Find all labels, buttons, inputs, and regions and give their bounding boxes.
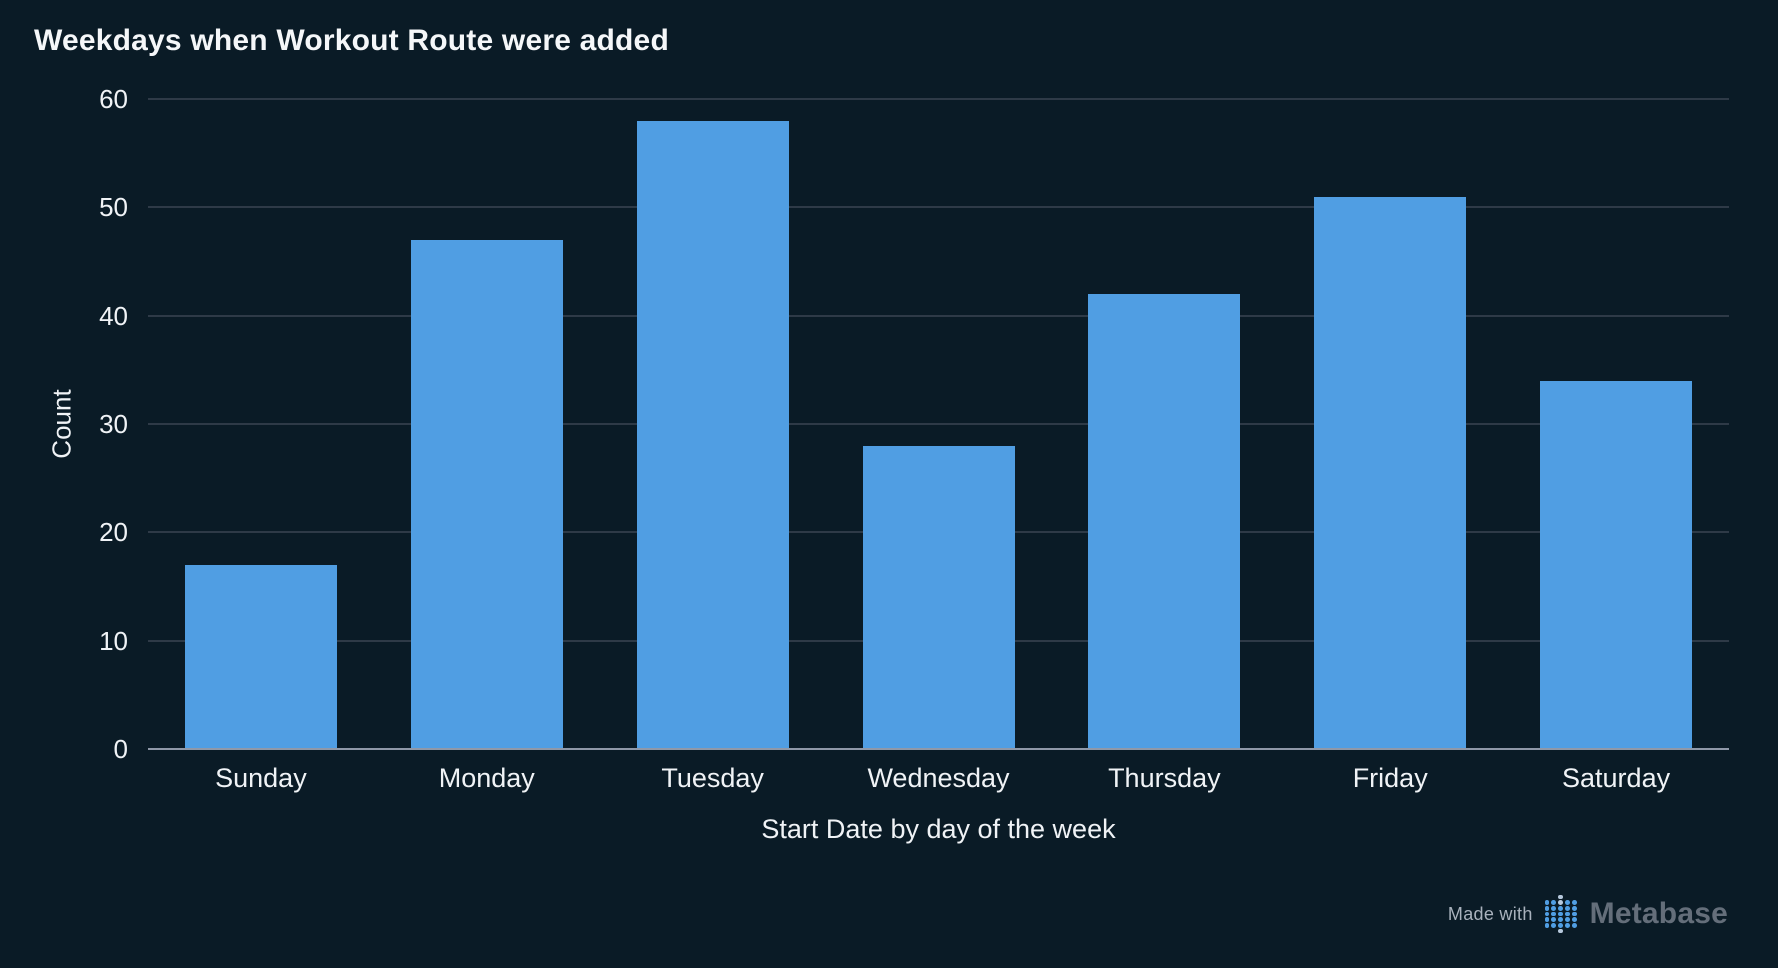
gridline-y40 — [148, 314, 1729, 317]
chart-title: Weekdays when Workout Route were added — [34, 24, 669, 57]
y-axis-title: Count — [46, 389, 77, 459]
logo-dot — [1565, 911, 1570, 917]
x-tick-label-friday: Friday — [1352, 763, 1428, 793]
logo-dot — [1558, 894, 1564, 900]
y-tick-label-60: 60 — [99, 84, 128, 114]
x-tick-label-saturday: Saturday — [1562, 763, 1671, 793]
x-axis-title: Start Date by day of the week — [761, 814, 1116, 844]
logo-dot — [1571, 900, 1577, 905]
logo-dot — [1551, 917, 1557, 923]
gridline-y60 — [148, 98, 1729, 100]
y-tick-label-20: 20 — [99, 517, 128, 548]
x-tick-label-sunday: Sunday — [215, 763, 307, 793]
bar-tuesday[interactable] — [636, 120, 789, 749]
gridline-y30 — [148, 423, 1729, 425]
bar-thursday[interactable] — [1088, 294, 1241, 749]
logo-dot — [1565, 900, 1570, 905]
logo-dot — [1551, 911, 1557, 917]
bar-sunday[interactable] — [184, 564, 337, 749]
logo-dot — [1544, 905, 1550, 911]
y-tick-label-10: 10 — [99, 625, 128, 656]
logo-dot — [1551, 923, 1557, 928]
metabase-logo-icon — [1544, 894, 1579, 935]
logo-dot — [1558, 917, 1564, 923]
logo-dot — [1544, 923, 1550, 928]
logo-dot — [1558, 900, 1564, 905]
x-tick-label-thursday: Thursday — [1108, 763, 1221, 793]
logo-dot — [1558, 923, 1564, 928]
logo-dot — [1544, 911, 1550, 917]
x-tick-label-monday: Monday — [438, 763, 535, 793]
y-tick-label-50: 50 — [99, 192, 128, 223]
logo-dot — [1558, 905, 1564, 911]
y-tick-label-0: 0 — [113, 734, 128, 764]
logo-dot — [1558, 911, 1564, 917]
x-axis-line — [148, 748, 1729, 750]
logo-dot — [1571, 917, 1577, 923]
logo-dot — [1558, 928, 1564, 934]
bar-monday[interactable] — [410, 239, 563, 749]
logo-dot — [1544, 917, 1550, 923]
bar-friday[interactable] — [1314, 196, 1467, 749]
logo-dot — [1551, 900, 1557, 905]
logo-dot — [1565, 905, 1570, 911]
gridline-y50 — [148, 206, 1729, 209]
x-tick-label-wednesday: Wednesday — [867, 763, 1010, 793]
bar-saturday[interactable] — [1540, 380, 1693, 749]
y-tick-label-40: 40 — [99, 300, 128, 331]
logo-dot — [1571, 905, 1577, 911]
logo-dot — [1571, 923, 1577, 928]
y-tick-label-30: 30 — [99, 409, 128, 439]
logo-dot — [1551, 905, 1557, 911]
logo-dot — [1565, 917, 1570, 923]
metabase-wordmark: Metabase — [1589, 897, 1728, 930]
logo-dot — [1565, 923, 1570, 928]
logo-dot — [1544, 900, 1550, 905]
made-with-label: Made with — [1447, 903, 1533, 924]
logo-dot — [1571, 911, 1577, 917]
x-tick-label-tuesday: Tuesday — [661, 763, 764, 793]
made-with-metabase-badge[interactable]: Made with Metabase — [1448, 893, 1728, 935]
bar-wednesday[interactable] — [862, 445, 1015, 749]
